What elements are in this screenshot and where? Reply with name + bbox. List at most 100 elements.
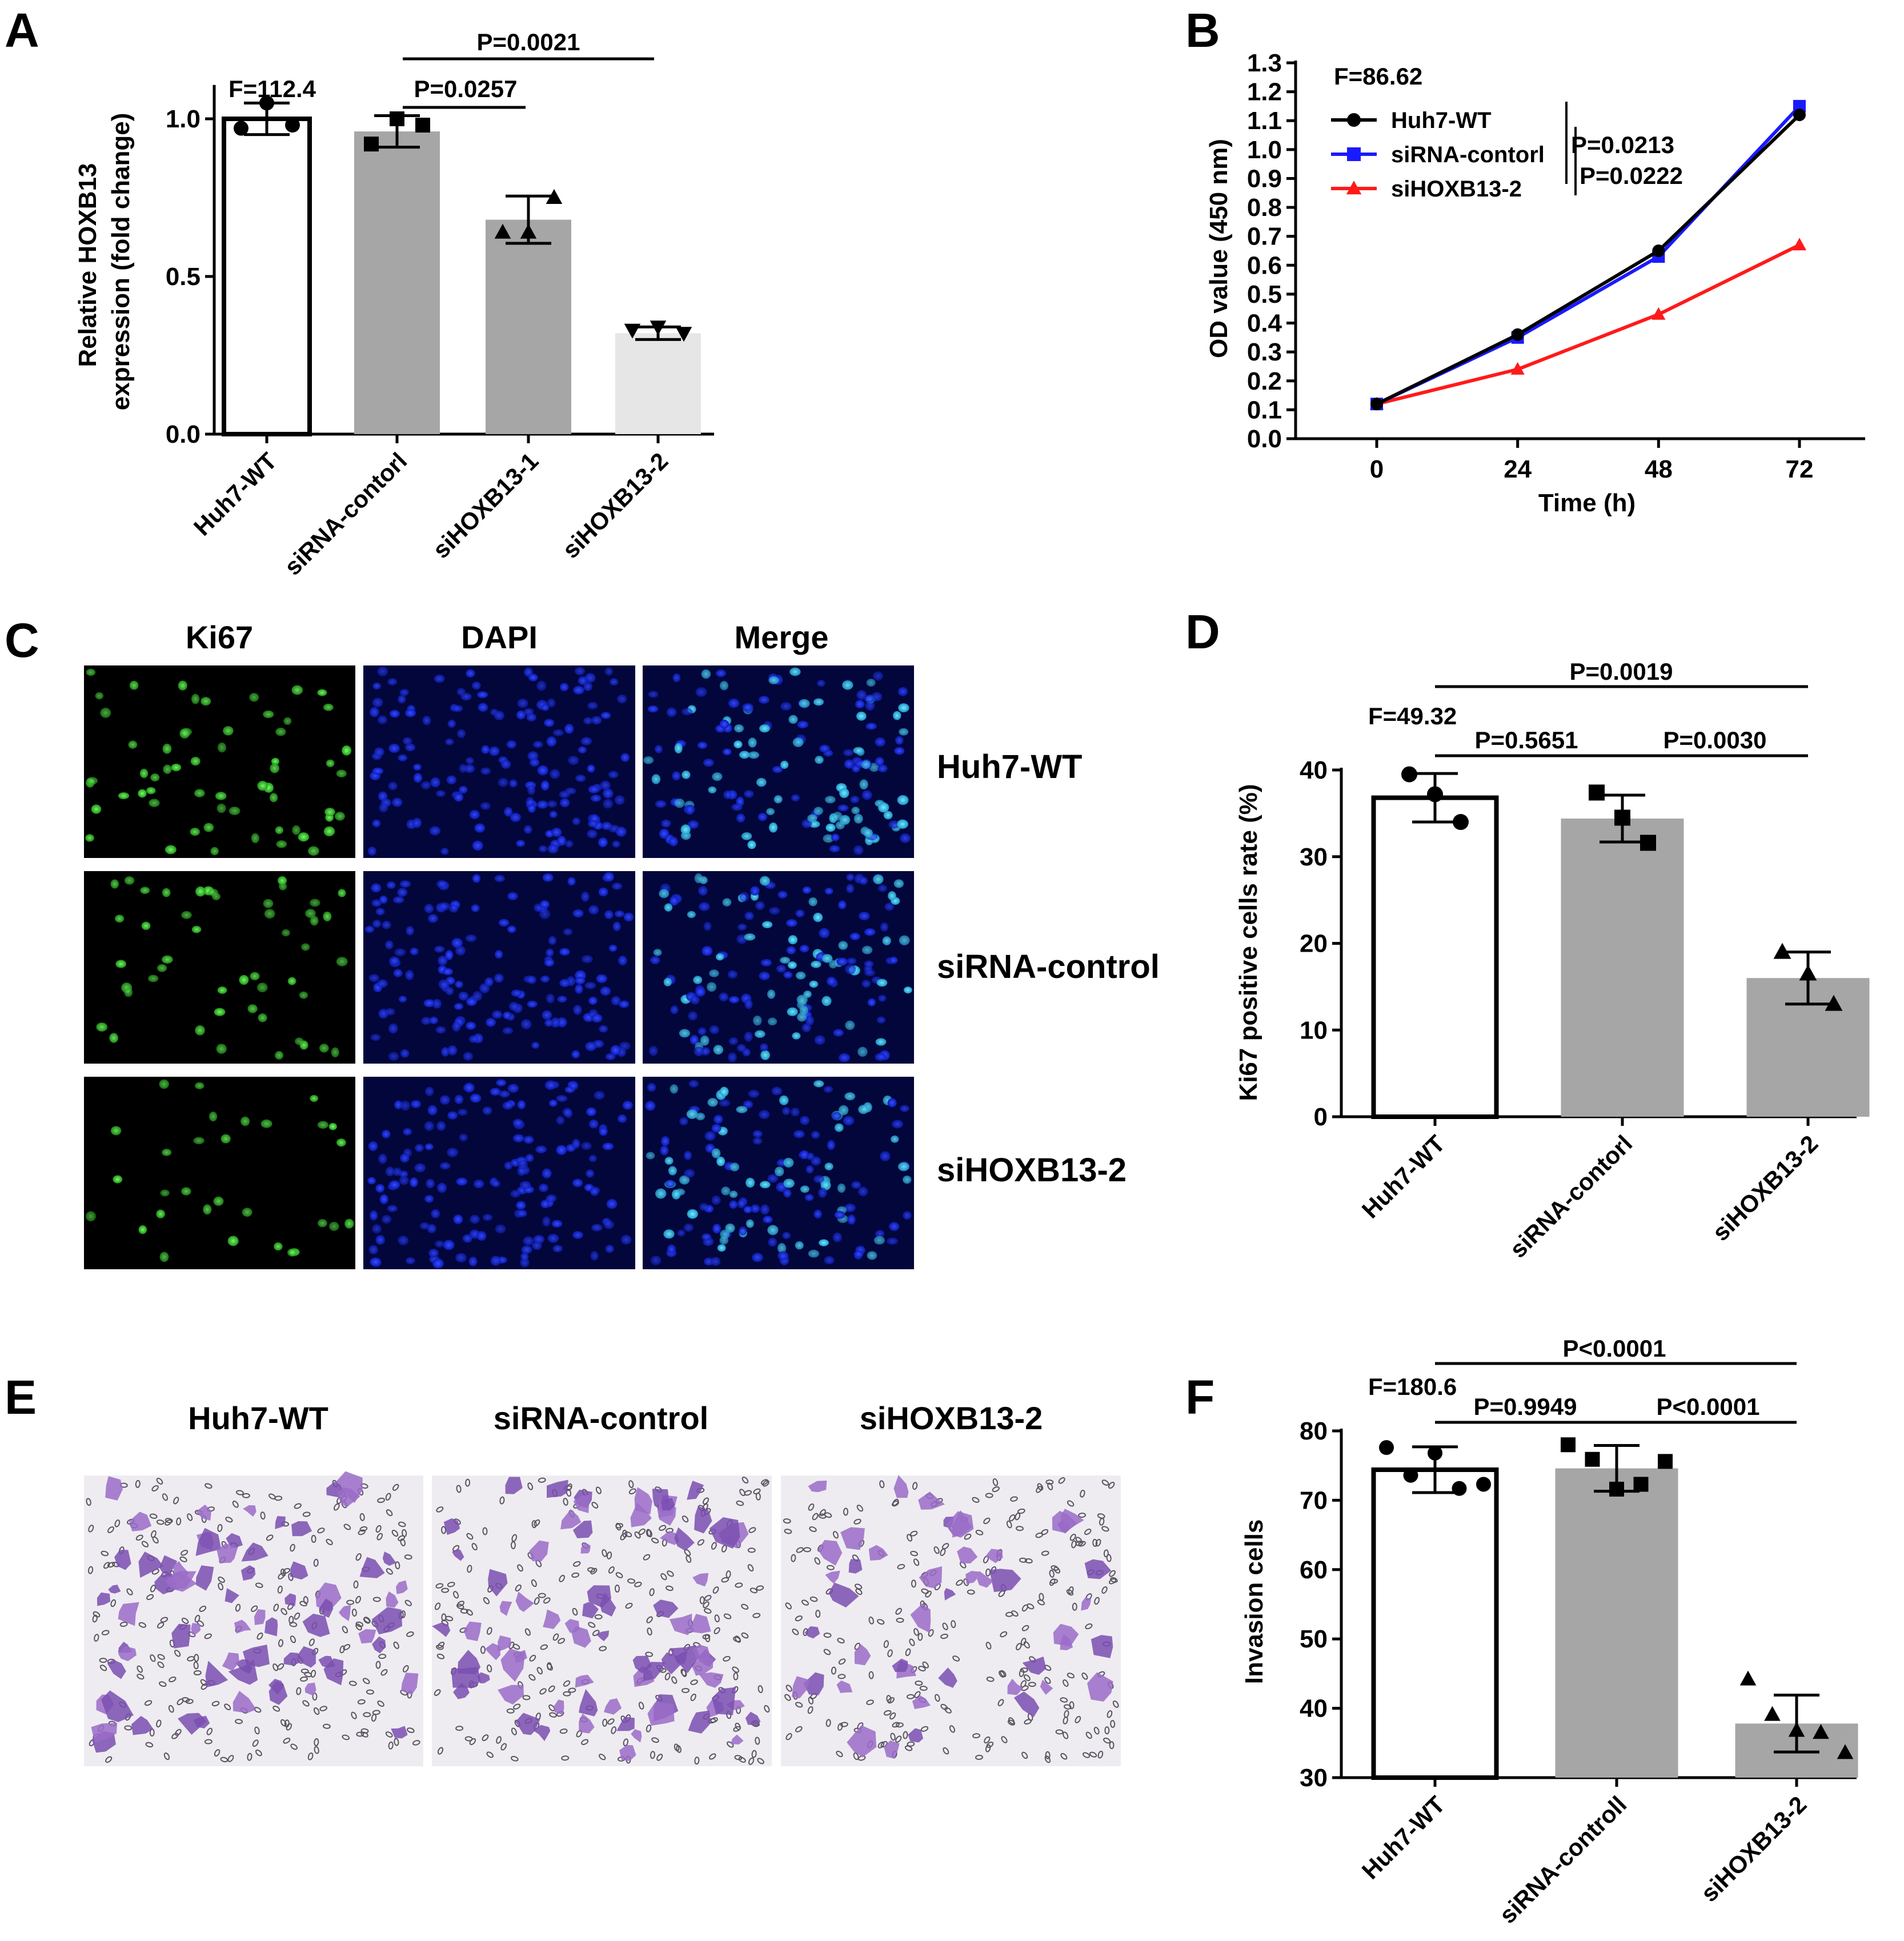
chart-b-x-axis-label: Time (h) [1538,489,1636,517]
chart-f-data-point [1658,1454,1673,1469]
chart-b-legend-marker [1346,181,1362,195]
chart-f-data-point [1813,1724,1829,1739]
panel-c-col-ki67: Ki67 [186,619,253,655]
chart-b-data-point [1652,307,1666,320]
chart-b-data-point [1370,398,1383,411]
chart-f-y-axis-label: Invasion cells [1240,1519,1268,1685]
chart-a-data-point [520,223,537,239]
chart-d-p-value-3: P=0.0019 [1569,658,1673,685]
chart-f-data-point [1476,1477,1491,1492]
chart-a-category-label: Huh7-WT [189,447,282,541]
chart-a-y-axis-label: Relative HOXB13 expression (fold change) [74,113,135,411]
chart-b-data-point [1652,244,1665,257]
chart-a-data-point [285,118,300,133]
chart-a-data-point [364,137,379,152]
chart-f-data-point [1837,1744,1854,1759]
panel-label-c: C [5,613,39,667]
chart-b-y-tick-label: 0.7 [1247,223,1282,251]
chart-d-p-value-2: P=0.0030 [1663,727,1766,753]
chart-d-category-label: siRNA-contorl [1504,1130,1637,1263]
chart-a-data-point [675,327,692,342]
chart-d-bar [1561,818,1684,1117]
chart-b-legend-label: Huh7-WT [1391,108,1492,133]
chart-f-p-value-3: P<0.0001 [1562,1335,1666,1362]
chart-b-y-tick-label: 0.5 [1247,280,1282,308]
chart-b-y-tick-label: 0.0 [1247,425,1282,453]
chart-f-data-point [1428,1445,1442,1461]
chart-d-f-stat: F=49.32 [1368,703,1457,729]
chart-a-f-stat: F=112.4 [229,75,316,102]
chart-f-data-point [1379,1440,1394,1455]
chart-b-legend-marker [1347,147,1361,161]
chart-b-y-axis-label: OD value (450 nm) [1205,139,1233,358]
chart-a-data-point [259,95,274,111]
chart-d-ki67: 0 10 20 30 40 Huh7-WT siRNA-contorl siHOXB13-2 [1300,756,1870,1263]
chart-f-data-point [1788,1722,1805,1737]
chart-d-y-tick-label: 30 [1300,843,1328,871]
chart-f-y-tick-label: 40 [1300,1695,1328,1723]
panel-label-e: E [5,1370,37,1424]
chart-d-y-axis-label: Ki67 positive cells rate (%) [1234,784,1262,1101]
chart-f-y-tick-label: 60 [1300,1556,1328,1584]
chart-b-y-tick-label: 1.1 [1247,107,1282,135]
chart-b-legend-label: siHOXB13-2 [1391,177,1522,202]
chart-a-data-point [415,118,430,133]
chart-a-data-point [234,121,248,136]
chart-f-invasion: 30 40 50 60 70 80 Huh7-WT siRNA-controll siHOXB1… [1300,1417,1858,1928]
chart-b-p-value-2: P=0.0222 [1580,162,1683,189]
chart-f-data-point [1403,1467,1418,1483]
panel-c-image-grid [84,665,914,1269]
chart-d-y-tick-label: 40 [1300,756,1328,784]
chart-f-y-tick-label: 80 [1300,1417,1328,1445]
chart-b-y-tick-label: 0.6 [1247,251,1282,279]
chart-a-data-point [546,189,563,204]
chart-a-y-tick-label: 0.5 [166,263,201,291]
chart-a-p-value-2: P=0.0021 [476,29,580,55]
chart-f-y-tick-label: 50 [1300,1625,1328,1653]
chart-a-p-value-1: P=0.0257 [414,75,517,102]
chart-a-bar [222,117,312,436]
chart-b-y-tick-label: 1.3 [1247,49,1282,77]
panel-c-image [84,665,355,858]
chart-b-data-point [1793,109,1806,122]
panel-label-a: A [5,3,39,57]
panel-label-b: B [1185,3,1220,57]
chart-f-bar [1371,1467,1499,1780]
chart-f-data-point [1633,1477,1649,1492]
chart-a-data-point [650,320,667,336]
chart-b-f-stat: F=86.62 [1334,63,1422,90]
chart-f-data-point [1561,1437,1576,1453]
chart-f-data-point [1609,1481,1624,1497]
panel-e-image-row [84,1471,1121,1766]
chart-b-y-tick-label: 0.2 [1247,367,1282,395]
chart-f-data-point [1739,1670,1757,1686]
chart-b-y-tick-label: 0.4 [1247,310,1282,338]
chart-a-category-label: siHOXB13-1 [427,447,543,563]
panel-label-f: F [1185,1370,1214,1424]
chart-b-y-tick-label: 1.2 [1247,78,1282,106]
chart-d-category-label: siHOXB13-2 [1707,1130,1823,1246]
panel-label-d: D [1185,605,1220,659]
chart-d-data-point [1773,943,1791,959]
chart-d-category-label: Huh7-WT [1357,1130,1450,1224]
chart-d-data-point [1401,766,1417,783]
chart-f-category-label: Huh7-WT [1357,1791,1450,1884]
panel-c-col-merge: Merge [735,619,829,655]
chart-a-bar [486,219,571,434]
chart-d-data-point [1825,994,1843,1011]
chart-a-category-label: siRNA-contorl [279,447,412,580]
chart-b-y-tick-label: 0.9 [1247,165,1282,193]
chart-d-p-value-1: P=0.5651 [1474,727,1578,753]
chart-d-data-point [1589,784,1605,801]
chart-a-y-tick-label: 1.0 [166,105,201,133]
chart-f-category-label: siRNA-controll [1494,1791,1632,1928]
chart-b-y-tick-label: 0.1 [1247,396,1282,424]
chart-a-data-point [390,111,404,126]
chart-f-y-tick-label: 70 [1300,1486,1328,1514]
chart-d-data-point [1640,835,1656,851]
chart-b-series-line [1376,113,1801,406]
panel-c-row-huh7-wt: Huh7-WT [937,748,1083,785]
chart-f-bar [1555,1468,1678,1778]
panel-c-col-dapi: DAPI [461,619,538,655]
chart-d-y-tick-label: 0 [1314,1103,1328,1131]
